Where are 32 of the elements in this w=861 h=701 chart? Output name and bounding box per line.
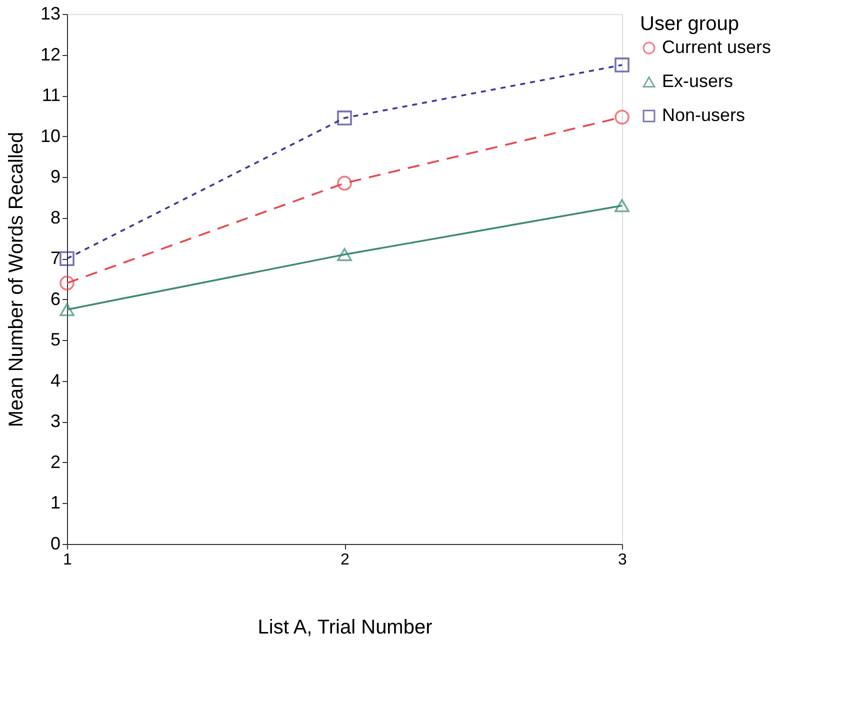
y-tick-label: 0 — [50, 534, 60, 554]
point — [337, 176, 352, 191]
legend-label: Ex-users — [662, 71, 734, 91]
y-tick-label: 9 — [50, 166, 60, 187]
y-tick-label: 1 — [50, 492, 60, 513]
x-tick-label: 2 — [340, 552, 350, 568]
point — [337, 248, 352, 262]
y-tick-label: 11 — [42, 85, 60, 106]
y-tick-label: 3 — [50, 411, 60, 432]
y-tick-label: 6 — [50, 288, 60, 309]
point — [60, 276, 74, 290]
y-axis-title: Mean Number of Words Recalled — [5, 132, 28, 428]
point — [60, 251, 74, 266]
y-tick-label: 2 — [50, 452, 60, 472]
y-tick-label: 10 — [40, 126, 60, 146]
point — [60, 303, 74, 316]
point — [614, 199, 630, 212]
point — [337, 110, 352, 126]
legend-label: Non-users — [662, 105, 746, 125]
x-tick-label: 3 — [618, 552, 628, 568]
y-tick-label: 4 — [50, 370, 60, 390]
y-tick-label: 8 — [50, 207, 60, 228]
y-tick-label: 12 — [40, 44, 60, 64]
point — [614, 58, 630, 72]
y-tick-label: 7 — [50, 248, 60, 268]
point — [614, 110, 630, 125]
y-tick-label: 13 — [40, 4, 60, 24]
legend-label: Current users — [662, 37, 772, 57]
x-tick-label: 1 — [63, 552, 72, 568]
x-axis-title: List A, Trial Number — [258, 616, 433, 638]
legend-title: User group — [640, 13, 739, 35]
y-tick-label: 5 — [50, 330, 60, 350]
